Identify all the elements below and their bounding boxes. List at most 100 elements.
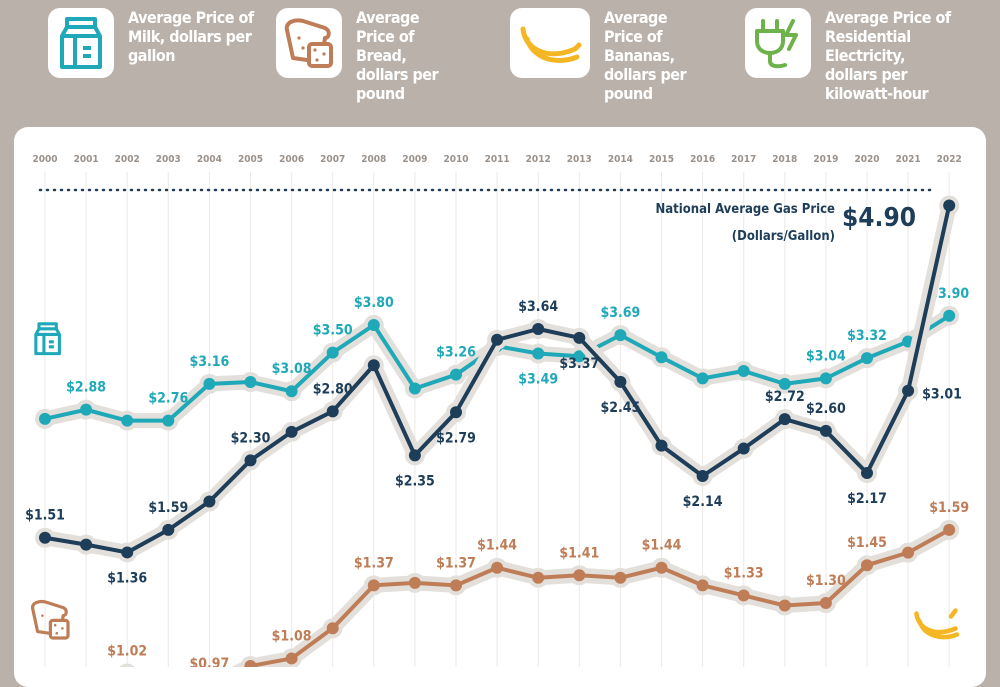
data-label: $1.51 [25, 508, 65, 524]
data-point [614, 375, 627, 388]
data-label: $3.37 [559, 356, 599, 372]
data-label: $0.97 [189, 656, 229, 667]
data-label: $3.08 [272, 361, 312, 377]
x-tick-label: 2000 [32, 154, 57, 165]
data-point [162, 523, 175, 536]
data-label: $2.60 [806, 401, 846, 417]
data-point [203, 495, 216, 508]
price-line-chart: 2000 2001 2002 2003 2004 2005 2006 2007 2008 2009… [25, 154, 969, 667]
data-point [244, 660, 257, 667]
series-bread: $0.93$1.02$0.97$1.08$1.37$1.37$1.44$1.41… [25, 500, 969, 667]
x-tick-label: 2017 [731, 154, 756, 165]
data-label: $3.90 [929, 286, 969, 302]
data-label: $3.32 [847, 328, 887, 344]
legend-item-bread: Average Price of Bread, dollars per poun… [276, 8, 456, 103]
data-point [819, 424, 832, 437]
data-label: $2.45 [600, 400, 640, 416]
legend-label: Average Price of Bananas, dollars per po… [604, 8, 687, 103]
data-point [408, 576, 421, 589]
data-point [943, 523, 956, 536]
data-point [285, 425, 298, 438]
data-point [655, 351, 668, 364]
data-label: $3.49 [518, 372, 558, 388]
data-point [614, 571, 627, 584]
data-label: $3.04 [806, 348, 846, 364]
data-point [943, 199, 956, 212]
data-point [737, 589, 750, 602]
data-label: $3.69 [600, 305, 640, 321]
data-point [367, 319, 380, 331]
data-point [326, 405, 339, 418]
data-label: $1.33 [724, 565, 764, 581]
data-point [573, 569, 586, 582]
x-tick-label: 2002 [115, 154, 140, 165]
data-label: $1.44 [642, 538, 682, 554]
data-point [573, 350, 586, 363]
data-label: $3.64 [518, 299, 558, 315]
data-point [367, 579, 380, 592]
x-tick-label: 2011 [485, 154, 510, 165]
data-point [450, 579, 462, 592]
data-label: $1.37 [354, 555, 394, 571]
data-point [902, 384, 915, 397]
data-label: $3.01 [922, 387, 962, 403]
data-label: $1.59 [929, 500, 969, 516]
x-tick-label: 2003 [156, 154, 181, 165]
x-tick-label: 2018 [772, 154, 797, 165]
data-point [655, 561, 668, 574]
data-point [532, 323, 545, 335]
data-point [778, 413, 791, 426]
data-point [943, 309, 956, 322]
data-point [121, 546, 134, 559]
data-label: $1.37 [436, 555, 476, 571]
data-point [367, 359, 380, 372]
data-label: $3.50 [313, 323, 353, 339]
gas-callout-title: National Average Gas Price [655, 202, 835, 217]
data-point [121, 414, 134, 427]
gas-callout-unit: (Dollars/Gallon) [732, 229, 835, 244]
x-tick-label: 2021 [896, 154, 921, 165]
data-point [778, 377, 791, 390]
x-tick-label: 2015 [649, 154, 674, 165]
x-tick-label: 2013 [567, 154, 592, 165]
data-label: $2.76 [148, 391, 188, 407]
data-point [696, 470, 709, 482]
data-point [737, 365, 750, 377]
x-tick-label: 2012 [526, 154, 551, 165]
data-point [162, 414, 175, 427]
legend-item-electricity: Average Price of Residential Electricity… [745, 8, 955, 103]
banana-icon [914, 608, 960, 640]
data-point [573, 331, 586, 344]
x-tick-label: 2008 [361, 154, 386, 165]
data-label: $2.17 [847, 491, 887, 507]
x-tick-label: 2001 [74, 154, 99, 165]
x-tick-label: 2022 [937, 154, 962, 165]
data-label: $2.72 [765, 389, 805, 405]
legend-label: Average Price of Bread, dollars per poun… [356, 8, 439, 103]
data-point [491, 333, 504, 346]
gas-callout-value: $4.90 [842, 203, 916, 233]
data-label: $1.45 [847, 535, 887, 551]
data-point [203, 377, 216, 390]
data-point [285, 652, 298, 665]
data-point [532, 571, 545, 584]
data-point [819, 597, 832, 609]
banana-icon [510, 8, 590, 78]
data-point [244, 376, 257, 389]
x-tick-label: 2009 [402, 154, 427, 165]
x-tick-label: 2010 [443, 154, 468, 165]
x-tick-label: 2019 [813, 154, 838, 165]
data-point [80, 403, 93, 416]
data-label: $2.80 [313, 381, 353, 397]
data-point [244, 454, 257, 467]
data-point [614, 329, 627, 342]
data-label: $1.59 [148, 500, 188, 516]
data-point [450, 406, 462, 419]
data-label: $1.41 [559, 545, 599, 561]
data-label: $1.44 [477, 538, 517, 554]
data-point [819, 372, 832, 385]
x-tick-label: 2007 [320, 154, 345, 165]
data-point [408, 449, 421, 462]
data-label: $1.36 [107, 570, 147, 586]
data-point [902, 546, 915, 559]
